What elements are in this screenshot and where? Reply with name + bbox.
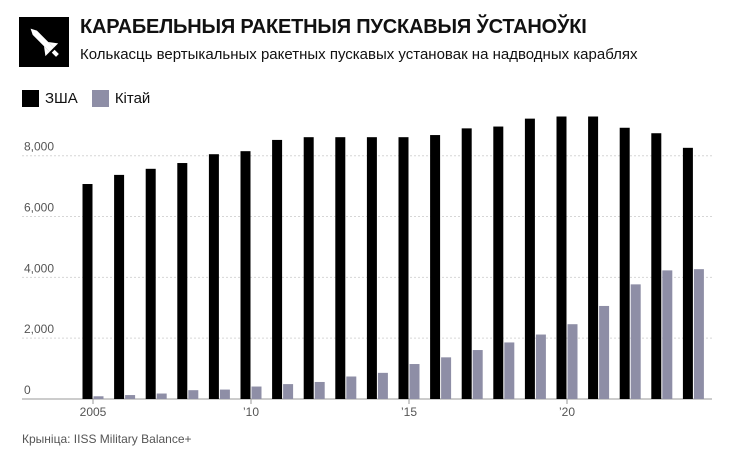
bar-usa-2018 bbox=[493, 126, 504, 400]
chart-subtitle: Колькасць вертыкальных ракетных пускавых… bbox=[80, 46, 638, 63]
bar-china-2016 bbox=[441, 357, 452, 399]
bar-china-2014 bbox=[377, 372, 388, 399]
bar-china-2024 bbox=[693, 269, 704, 399]
bar-usa-2020 bbox=[556, 116, 567, 399]
y-tick-label: 2,000 bbox=[24, 322, 54, 336]
bar-usa-2021 bbox=[588, 116, 599, 399]
bar-china-2009 bbox=[219, 389, 230, 399]
legend-swatch-usa bbox=[22, 90, 39, 107]
bar-china-2010 bbox=[251, 386, 262, 399]
legend-label-china: Кітай bbox=[114, 90, 151, 107]
bar-usa-2010 bbox=[240, 151, 251, 399]
legend-item-china: Кітай bbox=[91, 90, 151, 107]
bar-usa-2024 bbox=[682, 147, 693, 399]
bar-usa-2023 bbox=[651, 133, 662, 399]
bar-china-2006 bbox=[125, 395, 136, 399]
y-tick-label: 6,000 bbox=[24, 201, 54, 215]
source-note: Крыніца: IISS Military Balance+ bbox=[22, 432, 192, 446]
legend-label-usa: ЗША bbox=[45, 90, 78, 107]
bar-usa-2008 bbox=[177, 163, 188, 399]
bar-usa-2013 bbox=[335, 137, 346, 399]
bar-china-2019 bbox=[535, 334, 546, 399]
bar-china-2007 bbox=[156, 393, 167, 399]
x-tick-label: ’15 bbox=[401, 405, 417, 419]
bar-china-2022 bbox=[630, 284, 641, 399]
x-tick-label: ’10 bbox=[243, 405, 259, 419]
legend-swatch-china bbox=[91, 90, 109, 107]
bar-china-2018 bbox=[504, 342, 515, 399]
bar-china-2017 bbox=[472, 350, 483, 399]
bar-usa-2019 bbox=[524, 118, 535, 400]
chart-title: КАРАБЕЛЬНЫЯ РАКЕТНЫЯ ПУСКАВЫЯ ЎСТАНОЎКІ bbox=[80, 16, 587, 38]
y-tick-label: 8,000 bbox=[24, 140, 54, 154]
bar-china-2023 bbox=[662, 270, 673, 399]
bars bbox=[82, 116, 704, 400]
bar-usa-2014 bbox=[366, 137, 377, 399]
bar-china-2015 bbox=[409, 364, 420, 399]
bar-usa-2012 bbox=[303, 137, 314, 399]
x-axis-ticks: 2005 ’10 ’15 ’20 bbox=[80, 399, 575, 419]
bar-usa-2007 bbox=[145, 168, 156, 399]
bar-usa-2016 bbox=[430, 135, 441, 400]
bar-usa-2017 bbox=[461, 128, 472, 399]
bar-china-2008 bbox=[188, 390, 199, 399]
legend: ЗША Кітай bbox=[22, 90, 164, 107]
x-tick-label: 2005 bbox=[80, 405, 107, 419]
bar-china-2021 bbox=[599, 305, 610, 399]
y-axis-ticks: 0 2,000 4,000 6,000 8,000 bbox=[24, 140, 54, 397]
bar-usa-2009 bbox=[208, 154, 219, 399]
y-tick-label: 4,000 bbox=[24, 261, 54, 275]
bar-usa-2011 bbox=[272, 139, 283, 399]
bar-china-2012 bbox=[314, 381, 325, 399]
legend-item-usa: ЗША bbox=[22, 90, 78, 107]
x-tick-label: ’20 bbox=[559, 405, 575, 419]
missile-icon bbox=[19, 17, 69, 67]
bar-china-2013 bbox=[346, 376, 357, 399]
bar-usa-2022 bbox=[619, 127, 630, 399]
bar-china-2005 bbox=[93, 396, 104, 399]
bar-usa-2006 bbox=[114, 174, 125, 399]
bar-china-2011 bbox=[283, 384, 294, 399]
bar-usa-2015 bbox=[398, 137, 409, 399]
y-tick-label: 0 bbox=[24, 383, 31, 397]
bar-china-2020 bbox=[567, 324, 578, 399]
bar-usa-2005 bbox=[82, 184, 93, 399]
